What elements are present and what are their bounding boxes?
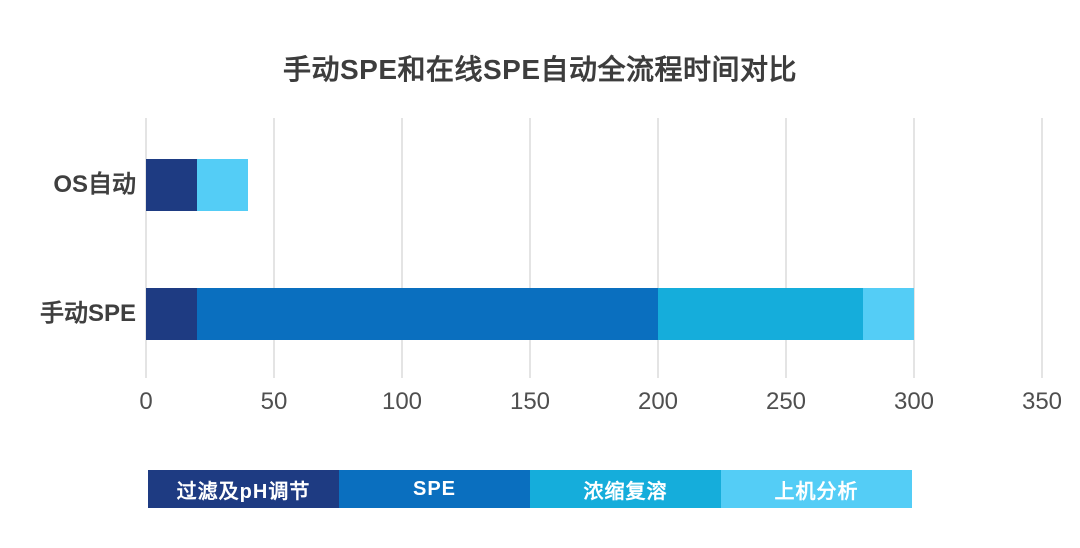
category-label-手动SPE: 手动SPE (39, 300, 136, 327)
gridline-350 (1041, 118, 1043, 378)
legend-item-SPE: SPE (339, 470, 530, 508)
bar-segment-上机分析 (197, 159, 249, 211)
gridline-150 (529, 118, 531, 378)
category-label-OS自动: OS自动 (53, 171, 136, 198)
gridline-300 (913, 118, 915, 378)
x-tick-label-0: 0 (139, 388, 153, 415)
legend-item-上机分析: 上机分析 (721, 470, 912, 508)
bar-segment-浓缩复溶 (658, 288, 863, 340)
gridline-200 (657, 118, 659, 378)
legend: 过滤及pH调节 SPE 浓缩复溶 上机分析 (148, 470, 912, 508)
x-tick-label-350: 350 (1021, 388, 1063, 415)
x-tick-label-150: 150 (509, 388, 551, 415)
gridline-250 (785, 118, 787, 378)
bar-segment-过滤及pH调节 (146, 288, 198, 340)
gridline-50 (273, 118, 275, 378)
legend-item-浓缩复溶: 浓缩复溶 (530, 470, 721, 508)
x-tick-label-200: 200 (637, 388, 679, 415)
bar-segment-上机分析 (862, 288, 914, 340)
legend-item-过滤及pH调节: 过滤及pH调节 (148, 470, 339, 508)
x-tick-label-250: 250 (765, 388, 807, 415)
bar-segment-过滤及pH调节 (146, 159, 198, 211)
x-tick-label-50: 50 (260, 388, 288, 415)
x-tick-label-100: 100 (381, 388, 423, 415)
gridline-0 (145, 118, 147, 378)
x-tick-label-300: 300 (893, 388, 935, 415)
bar-segment-SPE (197, 288, 658, 340)
chart-title: 手动SPE和在线SPE自动全流程时间对比 (282, 54, 798, 85)
gridline-100 (401, 118, 403, 378)
